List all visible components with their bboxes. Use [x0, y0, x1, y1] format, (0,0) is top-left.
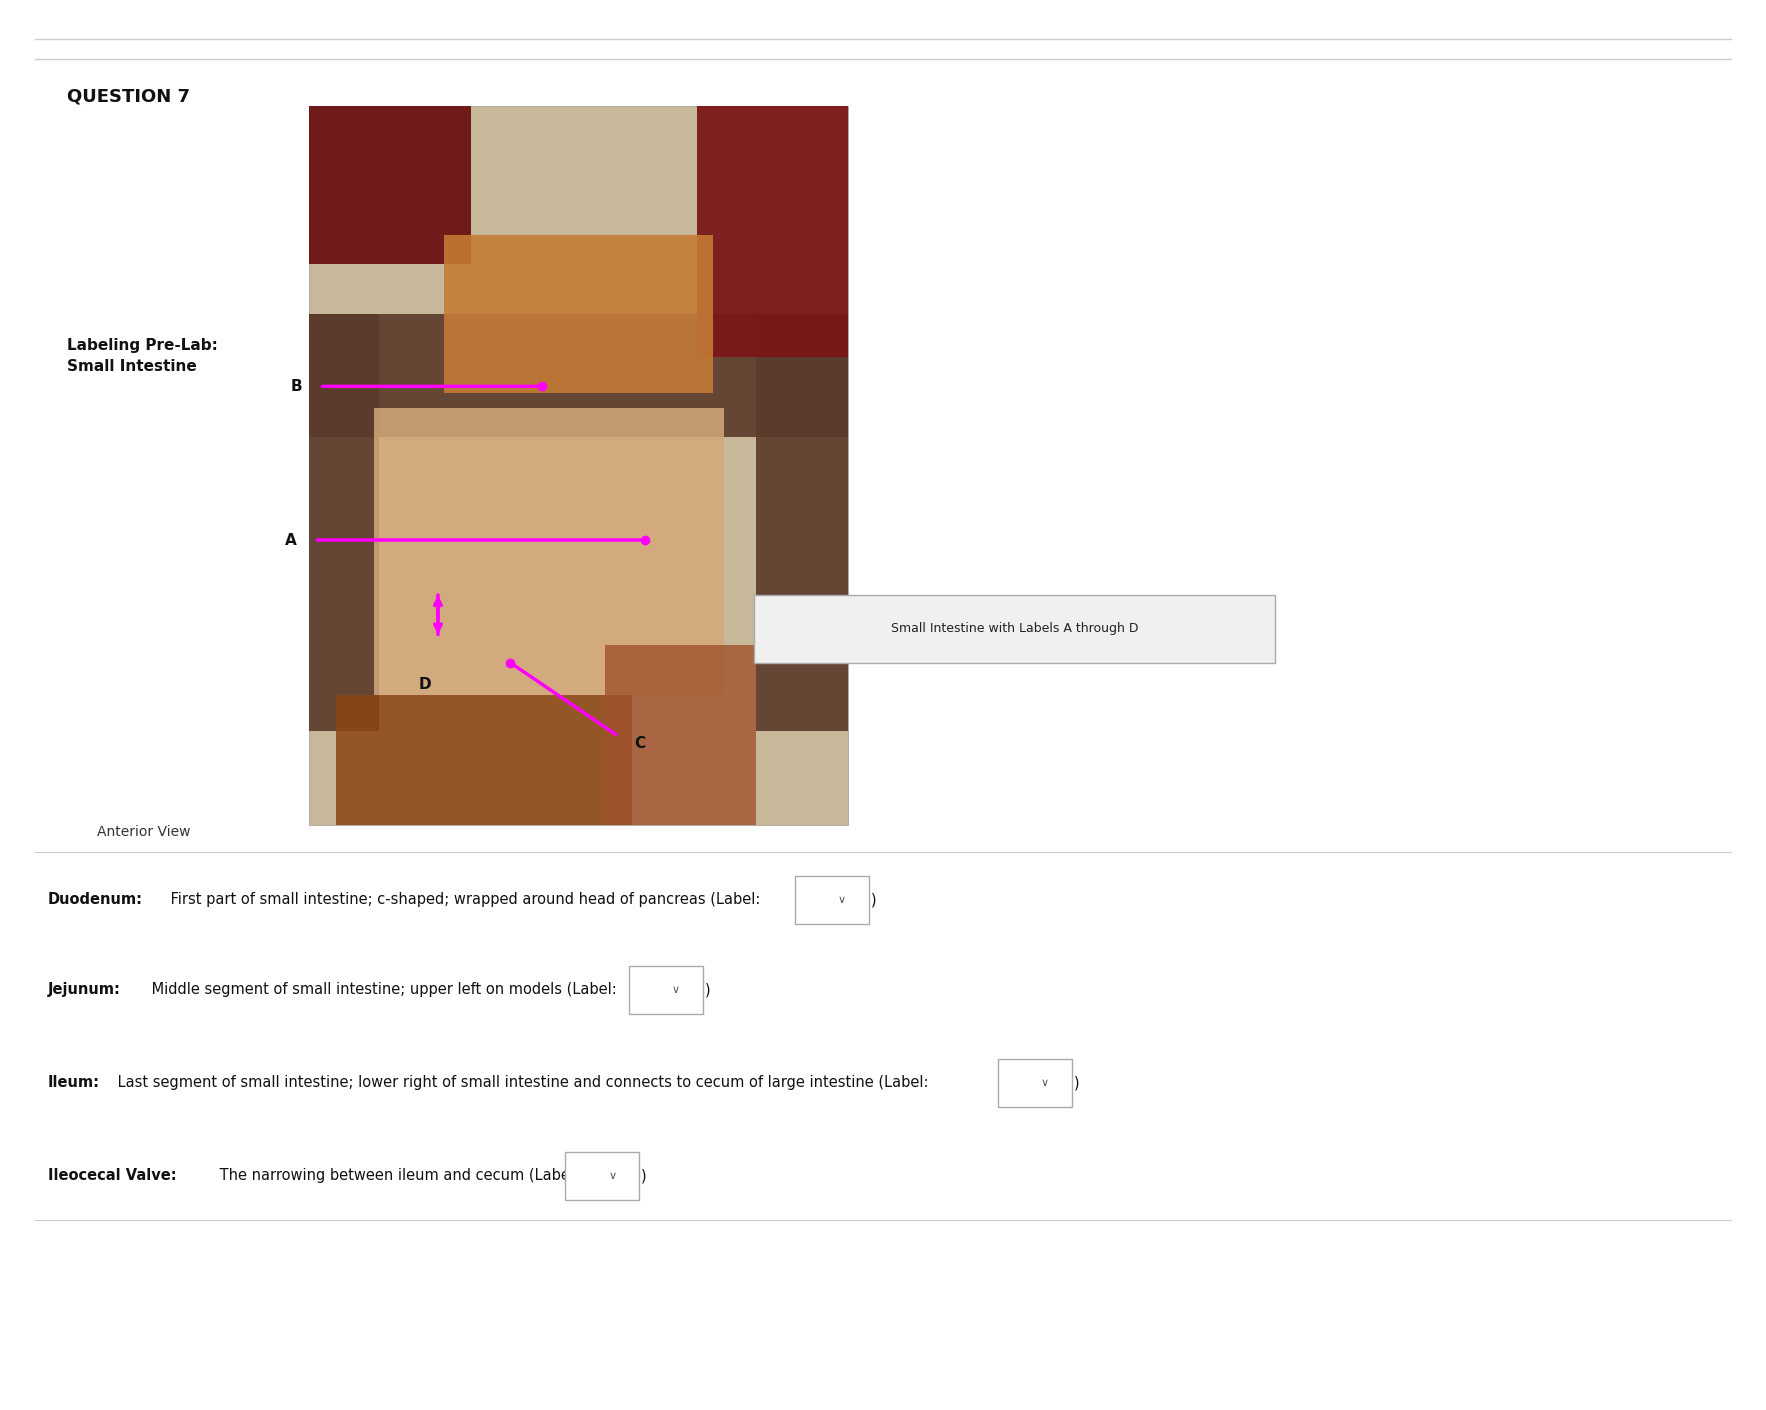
FancyBboxPatch shape [754, 595, 1275, 663]
Text: Small Intestine with Labels A through D: Small Intestine with Labels A through D [890, 622, 1139, 636]
Text: ): ) [641, 1169, 646, 1183]
FancyBboxPatch shape [443, 235, 713, 393]
Text: A: A [284, 533, 297, 547]
FancyBboxPatch shape [698, 106, 848, 358]
Text: Middle segment of small intestine; upper left on models (Label:: Middle segment of small intestine; upper… [147, 983, 616, 997]
Text: ∨: ∨ [837, 894, 846, 905]
Text: ): ) [871, 893, 876, 907]
FancyBboxPatch shape [998, 1059, 1072, 1107]
Text: C: C [634, 736, 645, 750]
Text: Anterior View: Anterior View [97, 825, 191, 839]
Text: ): ) [1074, 1076, 1079, 1090]
Text: QUESTION 7: QUESTION 7 [67, 87, 191, 106]
Text: B: B [290, 379, 302, 393]
FancyBboxPatch shape [309, 106, 848, 825]
Text: Labeling Pre-Lab:
Small Intestine: Labeling Pre-Lab: Small Intestine [67, 338, 217, 375]
Text: Ileum:: Ileum: [48, 1076, 99, 1090]
Text: ∨: ∨ [1040, 1077, 1049, 1089]
FancyBboxPatch shape [309, 314, 380, 732]
Text: Jejunum:: Jejunum: [48, 983, 120, 997]
Text: Duodenum:: Duodenum: [48, 893, 143, 907]
Text: Ileocecal Valve:: Ileocecal Valve: [48, 1169, 177, 1183]
FancyBboxPatch shape [629, 966, 703, 1014]
Text: Last segment of small intestine; lower right of small intestine and connects to : Last segment of small intestine; lower r… [113, 1076, 929, 1090]
FancyBboxPatch shape [795, 876, 869, 924]
Text: D: D [419, 677, 431, 692]
FancyBboxPatch shape [374, 407, 724, 695]
FancyBboxPatch shape [309, 314, 848, 437]
FancyBboxPatch shape [309, 106, 470, 264]
FancyBboxPatch shape [336, 695, 632, 825]
Text: ∨: ∨ [608, 1170, 616, 1182]
Text: First part of small intestine; c-shaped; wrapped around head of pancreas (Label:: First part of small intestine; c-shaped;… [166, 893, 761, 907]
FancyBboxPatch shape [756, 314, 848, 732]
Text: ): ) [705, 983, 710, 997]
Text: The narrowing between ileum and cecum (Label:: The narrowing between ileum and cecum (L… [215, 1169, 579, 1183]
Text: ∨: ∨ [671, 984, 680, 995]
FancyBboxPatch shape [565, 1152, 639, 1200]
FancyBboxPatch shape [606, 646, 756, 825]
